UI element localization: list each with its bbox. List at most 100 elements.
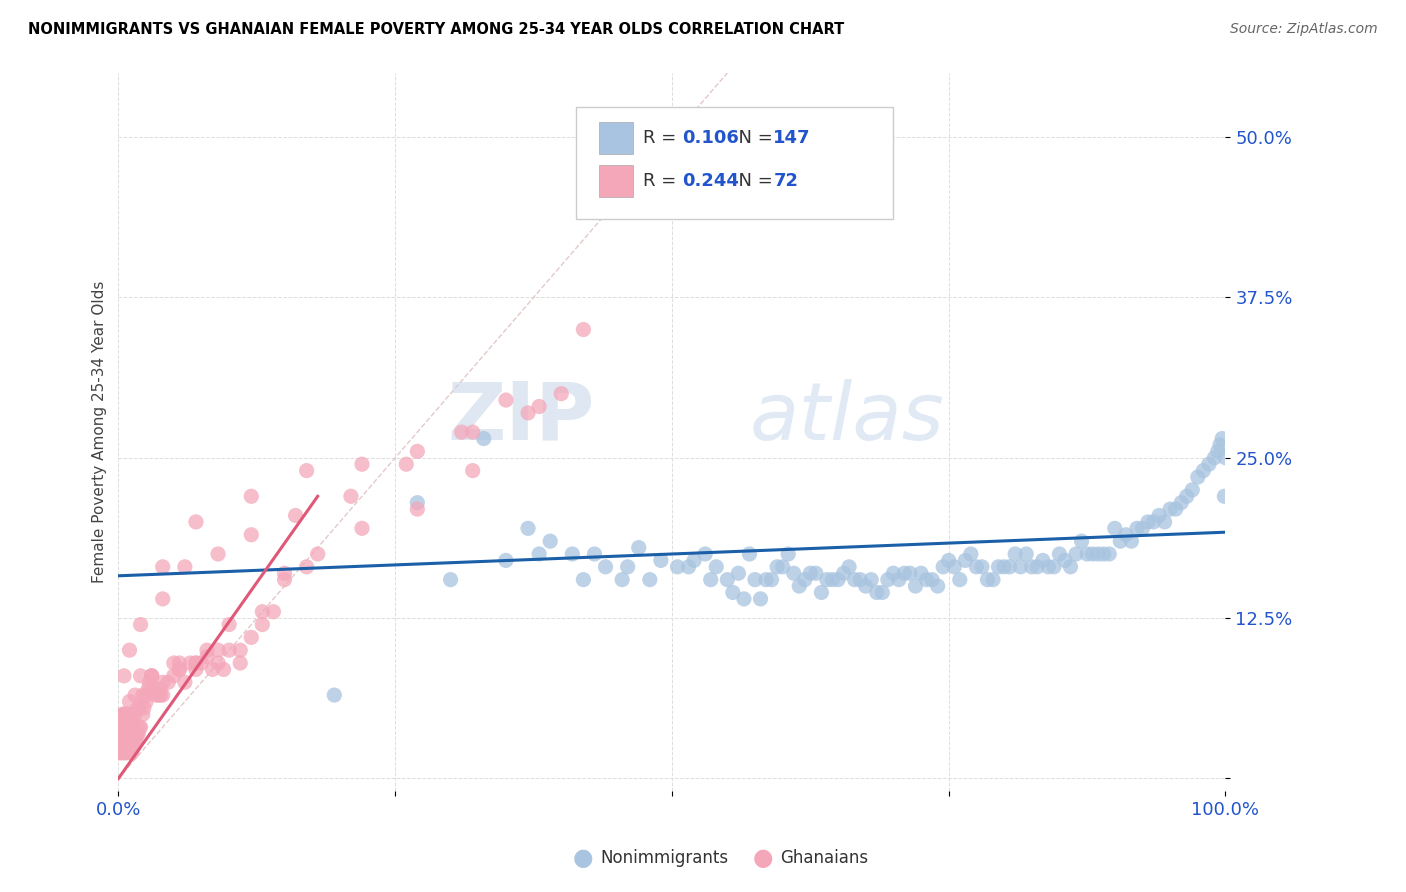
Point: [1049, 547, 1071, 561]
Point: [273, 566, 295, 581]
Point: [804, 566, 827, 581]
Point: [1053, 553, 1076, 567]
Text: ●: ●: [574, 847, 593, 870]
Point: [142, 681, 165, 696]
Point: [212, 662, 235, 676]
Point: [821, 573, 844, 587]
Point: [111, 720, 134, 734]
Text: 147: 147: [773, 129, 811, 147]
Point: [111, 733, 134, 747]
Point: [132, 707, 155, 722]
Point: [695, 547, 717, 561]
Point: [111, 746, 134, 760]
Point: [778, 547, 800, 561]
Point: [252, 605, 274, 619]
Point: [915, 573, 938, 587]
Point: [112, 720, 135, 734]
Point: [128, 720, 150, 734]
Point: [115, 746, 138, 760]
Text: 72: 72: [773, 172, 799, 190]
Point: [118, 694, 141, 708]
Point: [117, 739, 139, 754]
Point: [252, 617, 274, 632]
Point: [517, 521, 540, 535]
Point: [110, 739, 132, 754]
Point: [229, 656, 252, 670]
Point: [1159, 502, 1181, 516]
Point: [699, 573, 721, 587]
Point: [1209, 438, 1232, 452]
Point: [970, 559, 993, 574]
Point: [138, 675, 160, 690]
Point: [1121, 534, 1143, 549]
Point: [179, 656, 201, 670]
Point: [1170, 496, 1192, 510]
Point: [121, 714, 143, 728]
Point: [240, 489, 263, 503]
Point: [855, 579, 877, 593]
Point: [1010, 559, 1032, 574]
Point: [1204, 450, 1226, 465]
Point: [118, 714, 141, 728]
Point: [124, 688, 146, 702]
Point: [118, 720, 141, 734]
Point: [112, 669, 135, 683]
Point: [152, 591, 174, 606]
Point: [110, 733, 132, 747]
Point: [121, 726, 143, 740]
Point: [112, 746, 135, 760]
Point: [121, 726, 143, 740]
Point: [112, 720, 135, 734]
Point: [122, 739, 145, 754]
Point: [118, 714, 141, 728]
Point: [129, 669, 152, 683]
Point: [1206, 444, 1229, 458]
Point: [815, 573, 838, 587]
Point: [965, 559, 987, 574]
Point: [111, 733, 134, 747]
Point: [111, 720, 134, 734]
Point: [716, 573, 738, 587]
Point: [117, 720, 139, 734]
Point: [849, 573, 872, 587]
Point: [273, 573, 295, 587]
Point: [127, 726, 149, 740]
Point: [793, 573, 815, 587]
Point: [955, 553, 977, 567]
Point: [136, 681, 159, 696]
Point: [121, 720, 143, 734]
Point: [561, 547, 583, 561]
Point: [262, 605, 284, 619]
Point: [910, 566, 932, 581]
Point: [1104, 521, 1126, 535]
Point: [1109, 534, 1132, 549]
Point: [610, 573, 633, 587]
Point: [307, 547, 329, 561]
Point: [1215, 450, 1237, 465]
Point: [1192, 464, 1215, 478]
Text: ZIP: ZIP: [447, 379, 595, 457]
Point: [195, 649, 218, 664]
Point: [749, 591, 772, 606]
Point: [157, 675, 180, 690]
Point: [184, 656, 207, 670]
Point: [727, 566, 749, 581]
Point: [115, 707, 138, 722]
Point: [1181, 483, 1204, 497]
Point: [127, 701, 149, 715]
Point: [406, 444, 429, 458]
Point: [323, 688, 346, 702]
Text: R =: R =: [643, 172, 682, 190]
Point: [766, 559, 789, 574]
Point: [810, 585, 832, 599]
Point: [169, 662, 191, 676]
Point: [1015, 547, 1038, 561]
Point: [683, 553, 706, 567]
Point: [761, 573, 783, 587]
Point: [949, 573, 972, 587]
Point: [118, 746, 141, 760]
Point: [149, 681, 172, 696]
Point: [350, 457, 373, 471]
Point: [117, 714, 139, 728]
Point: [550, 386, 572, 401]
